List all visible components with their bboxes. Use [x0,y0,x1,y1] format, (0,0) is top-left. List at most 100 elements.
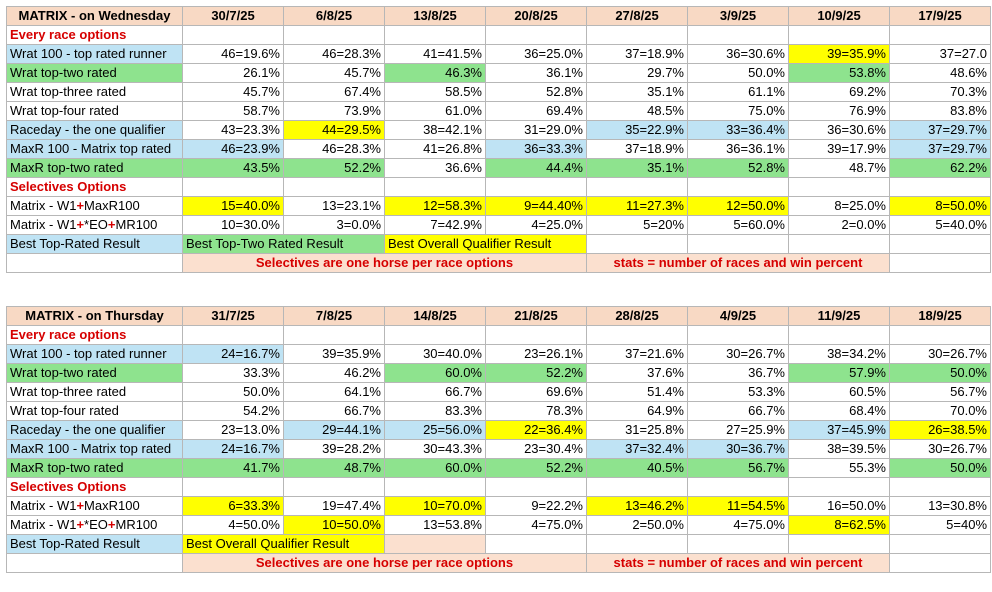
empty-cell[interactable] [889,253,991,273]
data-cell[interactable]: 11=27.3% [586,196,688,216]
empty-cell[interactable] [687,25,789,45]
data-cell[interactable]: 58.5% [384,82,486,102]
data-cell[interactable]: 12=58.3% [384,196,486,216]
data-cell[interactable]: 83.3% [384,401,486,421]
empty-cell[interactable] [586,325,688,345]
data-cell[interactable]: 31=29.0% [485,120,587,140]
data-cell[interactable]: 37.6% [586,363,688,383]
data-cell[interactable]: 10=70.0% [384,496,486,516]
data-cell[interactable]: 62.2% [889,158,991,178]
data-cell[interactable]: 48.5% [586,101,688,121]
footer-stats-note[interactable]: stats = number of races and win percent [586,553,890,573]
data-cell[interactable]: 13=30.8% [889,496,991,516]
data-cell[interactable]: 10=30.0% [182,215,284,235]
data-cell[interactable]: 35.1% [586,158,688,178]
data-cell[interactable]: 30=26.7% [687,344,789,364]
data-cell[interactable]: 24=16.7% [182,439,284,459]
data-cell[interactable]: 7=42.9% [384,215,486,235]
data-cell[interactable]: 3=0.0% [283,215,385,235]
empty-cell[interactable] [788,477,890,497]
date-header[interactable]: 4/9/25 [687,306,789,326]
data-cell[interactable]: 13=46.2% [586,496,688,516]
empty-cell[interactable] [788,534,890,554]
data-cell[interactable]: 39=28.2% [283,439,385,459]
data-cell[interactable]: 52.2% [485,363,587,383]
data-cell[interactable]: 75.0% [687,101,789,121]
data-cell[interactable]: 37=45.9% [788,420,890,440]
data-cell[interactable]: 4=50.0% [182,515,284,535]
row-label[interactable]: Wrat top-two rated [6,363,183,383]
data-cell[interactable]: 38=42.1% [384,120,486,140]
data-cell[interactable]: 26.1% [182,63,284,83]
footer-selectives-note[interactable]: Selectives are one horse per race option… [182,253,587,273]
data-cell[interactable]: 56.7% [687,458,789,478]
data-cell[interactable]: 50.0% [687,63,789,83]
data-cell[interactable]: 30=43.3% [384,439,486,459]
data-cell[interactable]: 37=21.6% [586,344,688,364]
row-label[interactable]: Wrat top-three rated [6,382,183,402]
date-header[interactable]: 3/9/25 [687,6,789,26]
data-cell[interactable]: 60.0% [384,363,486,383]
data-cell[interactable]: 36=30.6% [788,120,890,140]
empty-cell[interactable] [586,234,688,254]
row-label[interactable]: Raceday - the one qualifier [6,420,183,440]
data-cell[interactable]: 36=36.1% [687,139,789,159]
data-cell[interactable]: 36.7% [687,363,789,383]
selective-label[interactable]: Matrix - W1+*EO+MR100 [6,515,183,535]
selective-label[interactable]: Matrix - W1+MaxR100 [6,496,183,516]
data-cell[interactable]: 30=26.7% [889,439,991,459]
data-cell[interactable]: 46=23.9% [182,139,284,159]
data-cell[interactable]: 23=13.0% [182,420,284,440]
data-cell[interactable]: 60.0% [384,458,486,478]
data-cell[interactable]: 38=34.2% [788,344,890,364]
data-cell[interactable]: 46=19.6% [182,44,284,64]
data-cell[interactable]: 64.1% [283,382,385,402]
empty-cell[interactable] [6,253,183,273]
data-cell[interactable]: 48.7% [283,458,385,478]
data-cell[interactable]: 22=36.4% [485,420,587,440]
data-cell[interactable]: 44.4% [485,158,587,178]
empty-cell[interactable] [182,477,284,497]
empty-cell[interactable] [485,25,587,45]
data-cell[interactable]: 40.5% [586,458,688,478]
data-cell[interactable]: 55.3% [788,458,890,478]
data-cell[interactable]: 41=26.8% [384,139,486,159]
empty-cell[interactable] [889,25,991,45]
data-cell[interactable]: 11=54.5% [687,496,789,516]
data-cell[interactable]: 24=16.7% [182,344,284,364]
data-cell[interactable]: 29.7% [586,63,688,83]
row-label[interactable]: Wrat 100 - top rated runner [6,344,183,364]
date-header[interactable]: 17/9/25 [889,6,991,26]
data-cell[interactable]: 13=53.8% [384,515,486,535]
data-cell[interactable]: 9=44.40% [485,196,587,216]
date-header[interactable]: 18/9/25 [889,306,991,326]
empty-cell[interactable] [384,25,486,45]
empty-cell[interactable] [687,477,789,497]
data-cell[interactable]: 30=40.0% [384,344,486,364]
date-header[interactable]: 21/8/25 [485,306,587,326]
empty-cell[interactable] [889,477,991,497]
empty-cell[interactable] [485,325,587,345]
data-cell[interactable]: 57.9% [788,363,890,383]
data-cell[interactable]: 8=62.5% [788,515,890,535]
data-cell[interactable]: 69.4% [485,101,587,121]
data-cell[interactable]: 66.7% [283,401,385,421]
data-cell[interactable]: 5=40% [889,515,991,535]
legend-best-top-two[interactable]: Best Top-Two Rated Result [182,234,385,254]
empty-cell[interactable] [586,534,688,554]
data-cell[interactable]: 8=25.0% [788,196,890,216]
empty-cell[interactable] [384,477,486,497]
date-header[interactable]: 11/9/25 [788,306,890,326]
data-cell[interactable]: 52.8% [485,82,587,102]
data-cell[interactable]: 35.1% [586,82,688,102]
empty-cell[interactable] [283,25,385,45]
data-cell[interactable]: 38=39.5% [788,439,890,459]
data-cell[interactable]: 83.8% [889,101,991,121]
data-cell[interactable]: 31=25.8% [586,420,688,440]
data-cell[interactable]: 48.6% [889,63,991,83]
empty-cell[interactable] [687,234,789,254]
data-cell[interactable]: 23=26.1% [485,344,587,364]
row-label[interactable]: Wrat top-four rated [6,401,183,421]
data-cell[interactable]: 5=20% [586,215,688,235]
row-label[interactable]: MaxR top-two rated [6,158,183,178]
